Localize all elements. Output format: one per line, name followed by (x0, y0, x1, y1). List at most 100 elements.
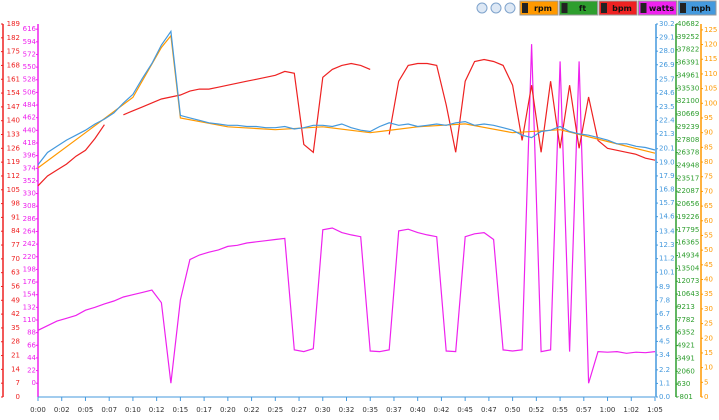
y-tick-label: 594 (23, 38, 37, 46)
x-tick-label: 0:50 (505, 406, 521, 414)
series-line (123, 62, 371, 154)
x-tick-label: 1:02 (623, 406, 639, 414)
x-tick-label: 0:40 (410, 406, 426, 414)
legend-button[interactable] (598, 0, 638, 16)
y-tick-label: 39252 (677, 33, 699, 41)
x-tick-label: 0:55 (552, 406, 568, 414)
y-tick-label: 60 (704, 217, 713, 225)
y-tick-label: 55 (704, 231, 713, 239)
y-tick-label: 26.9 (659, 61, 675, 69)
y-tick-label: 88 (27, 329, 36, 337)
nav-buttons (476, 2, 516, 14)
y-tick-label: 35 (704, 290, 713, 298)
y-tick-label: 10643 (677, 290, 699, 298)
y-tick-label: 21.3 (659, 130, 675, 138)
x-tick-label: 0:27 (291, 406, 307, 414)
y-tick-label: 28.0 (659, 47, 675, 55)
y-tick-label: 37822 (677, 46, 699, 54)
y-tick-label: 95 (704, 114, 713, 122)
legend-swatch (601, 3, 607, 13)
legend-button[interactable] (519, 0, 559, 16)
y-tick-label: 396 (23, 152, 37, 160)
y-tick-label: 133 (7, 131, 20, 139)
y-tick-label: 3491 (677, 354, 695, 362)
y-tick-label: 90 (704, 129, 713, 137)
y-tick-label: 65 (704, 202, 713, 210)
y-tick-label: 20.1 (659, 145, 675, 153)
y-tick-label: 176 (23, 278, 37, 286)
y-tick-label: 80 (704, 158, 713, 166)
y-tick-label: 112 (7, 172, 20, 180)
y-tick-label: 100 (704, 99, 717, 107)
y-tick-label: 330 (23, 190, 36, 198)
y-tick-label: 308 (23, 202, 36, 210)
y-tick-label: 2060 (677, 367, 695, 375)
y-tick-label: 16365 (677, 239, 699, 247)
y-tick-label: 25.7 (659, 76, 675, 84)
y-tick-label: 154 (7, 89, 21, 97)
legend-button[interactable] (638, 0, 677, 16)
x-tick-label: 0:10 (125, 406, 141, 414)
y-tick-label: 75 (704, 173, 713, 181)
y-tick-label: 220 (23, 253, 36, 261)
y-tick-label: 140 (7, 117, 20, 125)
y-tick-label: 440 (23, 126, 36, 134)
y-tick-label: 29239 (677, 123, 699, 131)
y-tick-label: 14934 (677, 252, 700, 260)
y-tick-label: 5 (704, 378, 708, 386)
y-tick-label: 182 (7, 34, 20, 42)
y-tick-label: 23517 (677, 174, 699, 182)
y-tick-label: 10.1 (659, 268, 675, 276)
x-tick-label: 0:00 (30, 406, 46, 414)
y-tick-label: 105 (7, 186, 20, 194)
y-tick-label: 20 (704, 334, 713, 342)
y-tick-label: 12.3 (659, 241, 675, 249)
y-tick-label: 2.2 (659, 366, 670, 374)
y-tick-label: 30.2 (659, 20, 675, 28)
y-tick-label: 24.6 (659, 89, 675, 97)
y-tick-label: 35 (11, 324, 20, 332)
y-tick-label: 242 (23, 240, 36, 248)
y-tick-label: 33530 (677, 84, 699, 92)
x-tick-label: 0:32 (339, 406, 355, 414)
y-tick-label: 630 (677, 380, 690, 388)
x-tick-label: 0:35 (362, 406, 378, 414)
y-tick-label: 70 (11, 255, 20, 263)
nav-play[interactable] (490, 2, 502, 14)
nav-next[interactable] (504, 2, 516, 14)
y-tick-label: 154 (23, 291, 37, 299)
y-tick-label: 28 (11, 338, 20, 346)
legend-swatch (561, 3, 568, 13)
y-tick-label: 22.4 (659, 116, 675, 124)
y-tick-label: 6.7 (659, 310, 670, 318)
x-tick-label: 0:07 (101, 406, 117, 414)
y-tick-label: 23.5 (659, 103, 675, 111)
y-tick-label: 0.0 (659, 393, 670, 401)
y-tick-label: 14.6 (659, 213, 675, 221)
y-tick-label: 22087 (677, 187, 699, 195)
legend-label: mph (691, 4, 711, 13)
legend-button[interactable] (559, 0, 598, 16)
legend-label: rpm (534, 4, 552, 13)
x-tick-label: 0:37 (386, 406, 402, 414)
y-tick-label: 0 (16, 393, 20, 401)
y-tick-label: 572 (23, 50, 36, 58)
y-tick-label: 9213 (677, 303, 695, 311)
y-tick-label: 70 (704, 187, 713, 195)
y-tick-label: 4.5 (659, 337, 670, 345)
y-tick-label: 264 (23, 227, 37, 235)
x-tick-label: 0:30 (315, 406, 331, 414)
y-tick-label: 105 (704, 85, 717, 93)
y-tick-label: 36391 (677, 59, 699, 67)
x-tick-label: 0:15 (173, 406, 189, 414)
y-tick-label: 7.8 (659, 297, 670, 305)
y-tick-label: 528 (23, 76, 36, 84)
y-tick-label: -801 (677, 393, 693, 401)
y-tick-label: 19226 (677, 213, 700, 221)
y-tick-label: 7782 (677, 316, 695, 324)
nav-prev[interactable] (476, 2, 488, 14)
y-tick-label: 30669 (677, 110, 699, 118)
y-tick-label: 14 (11, 365, 20, 373)
legend-button[interactable] (677, 0, 717, 16)
legend-label: bpm (612, 4, 632, 13)
